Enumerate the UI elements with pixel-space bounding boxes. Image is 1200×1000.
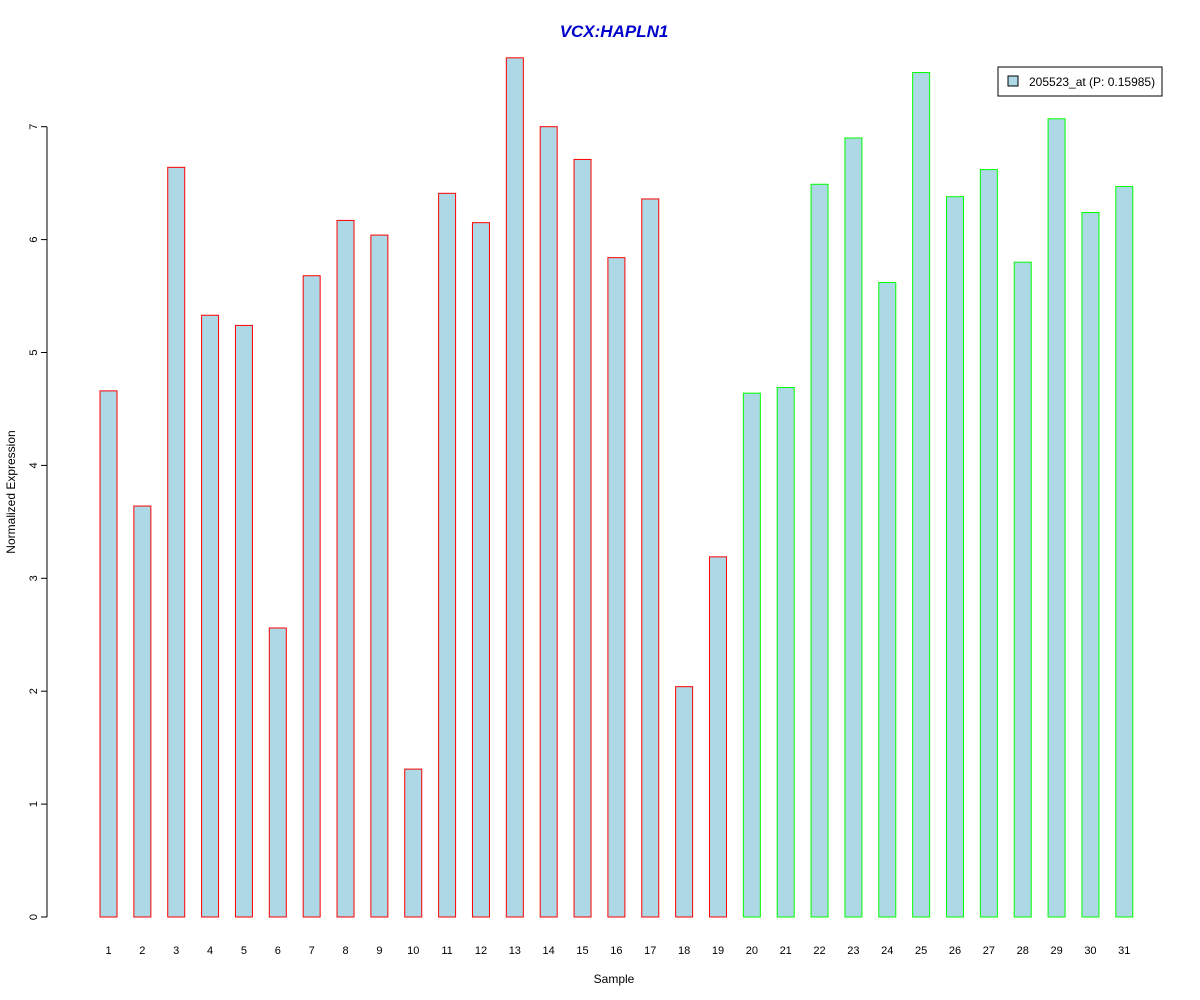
x-tick-label: 21 bbox=[780, 945, 792, 957]
bars bbox=[99, 57, 1134, 918]
bar bbox=[1013, 261, 1032, 918]
y-tick-label: 7 bbox=[28, 124, 40, 130]
bar bbox=[912, 72, 931, 918]
x-tick-label: 2 bbox=[139, 945, 145, 957]
bar bbox=[268, 627, 287, 918]
bar bbox=[539, 126, 558, 918]
y-tick-label: 4 bbox=[28, 462, 40, 468]
bar bbox=[878, 282, 897, 918]
bar bbox=[844, 137, 863, 918]
x-tick-label: 22 bbox=[813, 945, 825, 957]
x-tick-label: 14 bbox=[543, 945, 555, 957]
x-tick-label: 1 bbox=[105, 945, 111, 957]
bar bbox=[810, 183, 829, 918]
x-tick-label: 12 bbox=[475, 945, 487, 957]
legend-box bbox=[997, 66, 1163, 97]
x-tick-label: 13 bbox=[509, 945, 521, 957]
bar bbox=[708, 556, 727, 918]
bar bbox=[573, 158, 592, 918]
x-tick-label: 5 bbox=[241, 945, 247, 957]
x-tick-label: 25 bbox=[915, 945, 927, 957]
chart-title: VCX:HAPLN1 bbox=[560, 22, 669, 41]
x-tick-label: 20 bbox=[746, 945, 758, 957]
x-axis-label: Sample bbox=[594, 972, 635, 986]
x-tick-label: 4 bbox=[207, 945, 213, 957]
x-tick-label: 31 bbox=[1118, 945, 1130, 957]
bar bbox=[1081, 212, 1100, 918]
y-tick-label: 1 bbox=[28, 801, 40, 807]
x-tick-label: 23 bbox=[847, 945, 859, 957]
x-tick-label: 30 bbox=[1084, 945, 1096, 957]
bar bbox=[404, 768, 423, 918]
x-tick-label: 28 bbox=[1017, 945, 1029, 957]
bar bbox=[675, 686, 694, 918]
legend: 205523_at (P: 0.15985) bbox=[997, 66, 1163, 97]
x-tick-label: 17 bbox=[644, 945, 656, 957]
bar bbox=[438, 192, 457, 918]
x-tick-label: 24 bbox=[881, 945, 893, 957]
bar bbox=[336, 219, 355, 918]
x-tick-label: 27 bbox=[983, 945, 995, 957]
bar bbox=[946, 196, 964, 918]
bar bbox=[641, 198, 660, 918]
legend-swatch bbox=[1007, 75, 1019, 87]
bar bbox=[979, 169, 998, 918]
x-tick-label: 11 bbox=[441, 945, 452, 957]
x-tick-label: 19 bbox=[712, 945, 724, 957]
y-axis: 0 1 2 3 4 5 6 7 bbox=[28, 124, 48, 920]
bar bbox=[167, 166, 186, 918]
y-tick-label: 0 bbox=[28, 914, 40, 920]
x-tick-label: 15 bbox=[576, 945, 588, 957]
bar bbox=[302, 275, 321, 918]
bar bbox=[742, 392, 761, 918]
y-tick-label: 3 bbox=[28, 575, 40, 581]
bar bbox=[1115, 186, 1134, 918]
y-tick-label: 5 bbox=[28, 349, 40, 355]
legend-label: 205523_at (P: 0.15985) bbox=[1029, 75, 1155, 89]
bar bbox=[607, 257, 626, 918]
x-tick-label: 3 bbox=[173, 945, 179, 957]
x-tick-label: 29 bbox=[1050, 945, 1062, 957]
x-tick-label: 10 bbox=[407, 945, 419, 957]
x-tick-label: 16 bbox=[610, 945, 622, 957]
bar bbox=[776, 386, 795, 918]
bar bbox=[471, 222, 490, 918]
bar bbox=[201, 314, 220, 918]
bar bbox=[505, 57, 524, 918]
x-tick-labels: 1 2 3 4 5 6 7 8 9 10 11 12 13 14 15 16 17 18 19 20 21 22 23 24 2… bbox=[105, 945, 1130, 957]
bar bbox=[133, 505, 152, 918]
bar bbox=[99, 390, 118, 918]
bar bbox=[370, 234, 389, 918]
y-axis-label: Normalized Expression bbox=[4, 430, 18, 553]
y-tick-label: 6 bbox=[28, 237, 40, 243]
x-tick-label: 18 bbox=[678, 945, 690, 957]
y-tick-label: 2 bbox=[28, 688, 40, 694]
x-tick-label: 26 bbox=[949, 945, 961, 957]
x-tick-label: 6 bbox=[275, 945, 281, 957]
x-tick-label: 9 bbox=[376, 945, 382, 957]
x-tick-label: 7 bbox=[309, 945, 315, 957]
x-tick-label: 8 bbox=[342, 945, 348, 957]
bar bbox=[1047, 118, 1066, 918]
bar bbox=[234, 324, 253, 918]
